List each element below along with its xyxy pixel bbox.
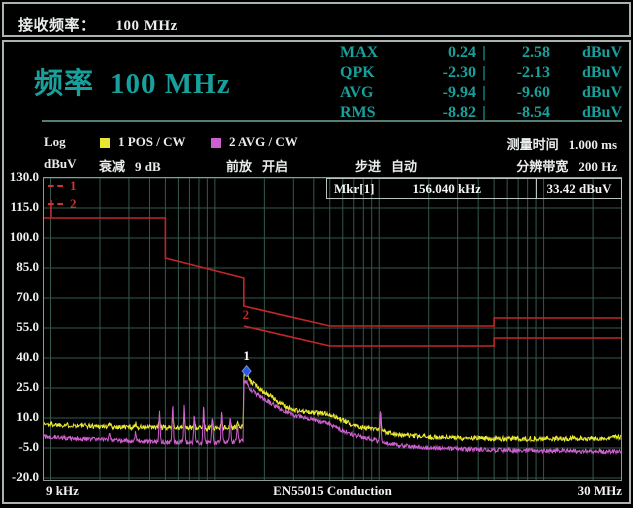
marker-diamond-icon: [241, 365, 252, 378]
table-row: AVG -9.94 | -9.60 dBuV: [340, 83, 622, 103]
limit2-legend-number: 2: [70, 196, 77, 211]
limit-lines: 2: [43, 200, 622, 347]
detector-name: QPK: [340, 64, 375, 81]
spectrum-traces: [43, 369, 622, 456]
limit-legend-item-1: 1: [48, 179, 77, 193]
marker-id: Mkr[1]: [334, 180, 375, 196]
trace1-legend-label: 1 POS / CW: [118, 134, 186, 149]
scale-label: Log: [44, 134, 66, 149]
marker-level-box: 33.42 dBuV: [536, 178, 622, 199]
step-label: 步进: [355, 159, 382, 174]
y-tick-label: -5.0: [18, 439, 39, 454]
receiver-frequency-value: 100 MHz: [115, 18, 178, 34]
detector-unit: dBuV: [581, 104, 622, 121]
detector-readout-table: MAX 0.24 | 2.58 dBuV QPK -2.30 | -2.13 d…: [340, 43, 622, 123]
x-axis-end-label: 30 MHz: [577, 483, 622, 498]
table-row: RMS -8.82 | -8.54 dBuV: [340, 103, 622, 123]
detector-value-1: 0.24: [448, 44, 476, 61]
detector-unit: dBuV: [581, 64, 622, 81]
plot-grid: [43, 177, 622, 481]
trace1-color-swatch: [100, 138, 110, 148]
table-row: MAX 0.24 | 2.58 dBuV: [340, 43, 622, 63]
y-tick-label: 55.0: [16, 319, 39, 334]
detector-name: RMS: [340, 104, 376, 121]
detector-value-2: -9.60: [516, 84, 550, 101]
detector-name: MAX: [340, 44, 379, 61]
y-tick-label: 70.0: [16, 289, 39, 304]
value-separator: |: [482, 64, 486, 81]
value-separator: |: [482, 84, 486, 101]
trace2-legend-label: 2 AVG / CW: [229, 134, 298, 149]
y-tick-label: 25.0: [16, 379, 39, 394]
table-row: QPK -2.30 | -2.13 dBuV: [340, 63, 622, 83]
marker-frequency: 156.040 kHz: [412, 180, 482, 196]
rbw-field: 分辨带宽 200 Hz: [380, 156, 617, 175]
header-divider: [42, 120, 622, 122]
measure-time-field: 测量时间 1.000 ms: [380, 134, 617, 153]
receiver-frequency-readout: 接收频率： 100 MHz: [18, 14, 178, 35]
detector-value-1: -2.30: [442, 64, 476, 81]
marker-1[interactable]: 1: [241, 348, 252, 378]
step-value: 自动: [391, 159, 418, 174]
trace2-color-swatch: [211, 138, 221, 148]
limit1-legend-number: 1: [70, 178, 77, 193]
x-axis-start-label: 9 kHz: [46, 483, 79, 498]
attenuation-field: 衰减 9 dB: [99, 156, 161, 175]
detector-unit: dBuV: [581, 44, 622, 61]
frequency-label: 频率: [34, 68, 95, 100]
chart-title: EN55015 Conduction: [273, 483, 392, 498]
y-tick-label: 40.0: [16, 349, 39, 364]
plot-border: [43, 177, 622, 481]
spectrum-plot: 2 1: [43, 177, 622, 481]
detector-value-1: -9.94: [442, 84, 476, 101]
attenuation-label: 衰减: [99, 159, 126, 174]
marker-readout-box[interactable]: Mkr[1] 156.040 kHz: [326, 178, 537, 199]
y-tick-label: 115.0: [10, 199, 39, 214]
rbw-label: 分辨带宽: [516, 159, 569, 174]
limit-line-1: [43, 217, 622, 327]
attenuation-value: 9 dB: [135, 159, 161, 174]
preamp-value: 开启: [262, 159, 289, 174]
y-tick-label: 130.0: [9, 169, 39, 184]
frequency-value: 100 MHz: [110, 68, 231, 100]
value-separator: |: [482, 44, 486, 61]
trace-average: [43, 380, 622, 456]
limit-line-2-label: 2: [243, 307, 250, 322]
value-separator: |: [482, 104, 486, 121]
marker-number-label: 1: [243, 348, 250, 363]
receiver-frequency-label: 接收频率：: [18, 18, 96, 34]
y-tick-label: -20.0: [11, 469, 39, 484]
rbw-value: 200 Hz: [578, 159, 617, 174]
detector-value-2: -2.13: [516, 64, 550, 81]
y-tick-label: 85.0: [16, 259, 39, 274]
limit-legend-item-2: 2: [48, 197, 77, 211]
y-tick-label: 100.0: [9, 229, 39, 244]
limit1-dash-icon: [48, 185, 63, 187]
preamp-field: 前放 开启: [226, 156, 288, 175]
limit-line-2: [243, 325, 622, 347]
measure-time-value: 1.000 ms: [568, 137, 617, 152]
detector-value-1: -8.82: [442, 104, 476, 121]
measure-time-label: 测量时间: [506, 137, 559, 152]
detector-value-2: -8.54: [516, 104, 550, 121]
preamp-label: 前放: [226, 159, 253, 174]
marker-level: 33.42 dBuV: [546, 180, 612, 196]
detector-value-2: 2.58: [522, 44, 550, 61]
detector-unit: dBuV: [581, 84, 622, 101]
step-field: 步进 自动: [355, 156, 417, 175]
trace-peak: [43, 369, 622, 443]
y-tick-label: 10.0: [16, 409, 39, 424]
measured-frequency-title: 频率 100 MHz: [34, 60, 231, 102]
limit2-dash-icon: [48, 203, 63, 205]
measurement-panel: [2, 40, 631, 504]
receiver-frequency-bar: 接收频率： 100 MHz: [2, 2, 631, 37]
amplitude-unit-label: dBuV: [44, 156, 77, 171]
detector-name: AVG: [340, 84, 374, 101]
